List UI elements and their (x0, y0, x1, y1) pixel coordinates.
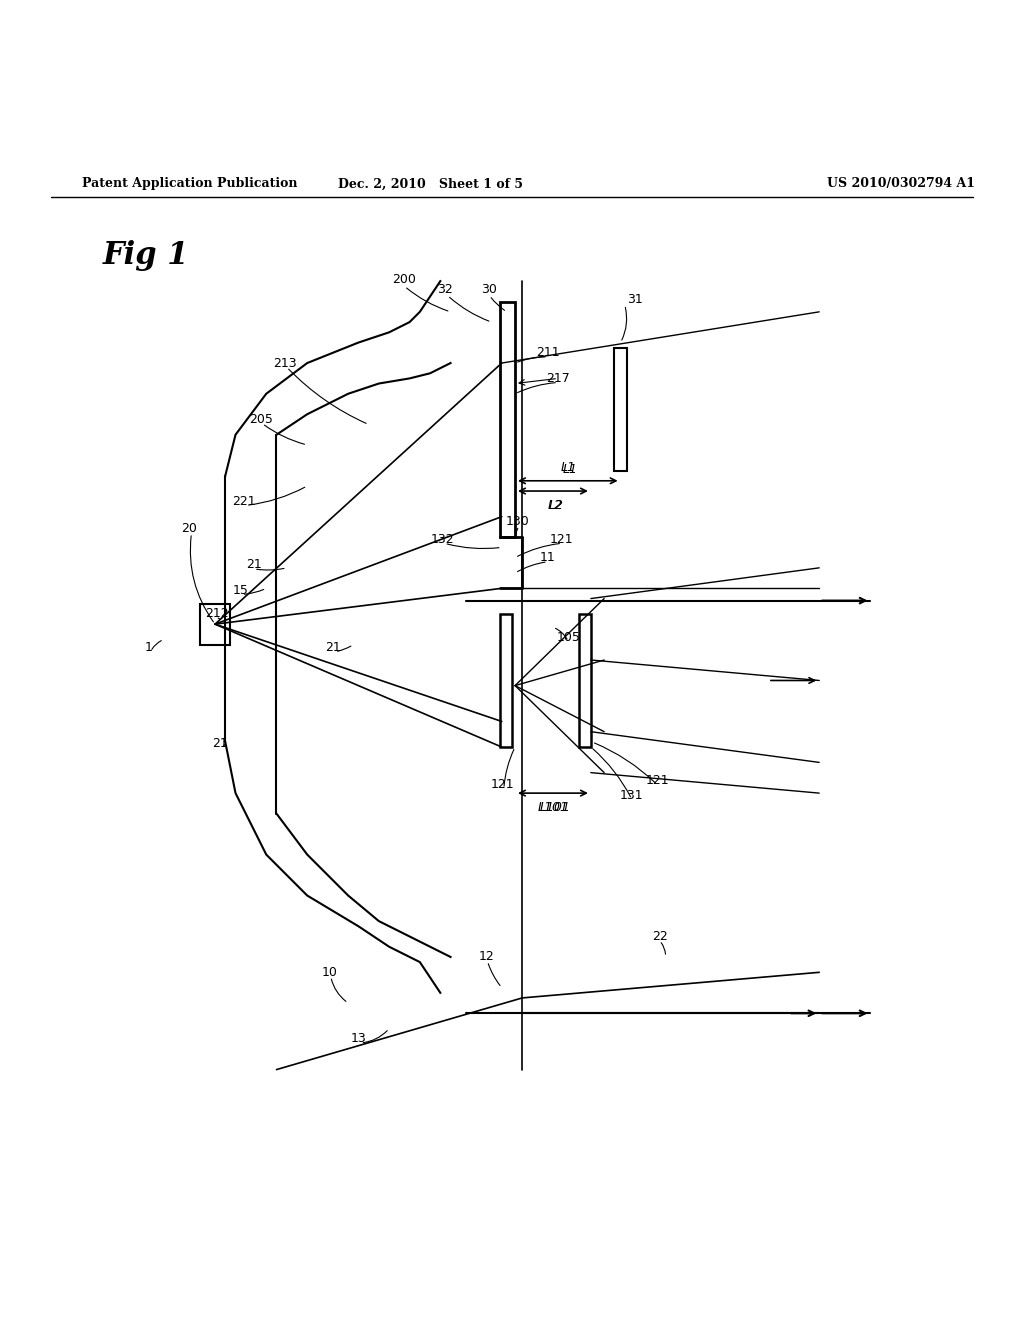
Text: 12: 12 (478, 950, 495, 964)
Text: 130: 130 (505, 515, 529, 528)
Text: 200: 200 (392, 272, 417, 285)
Text: Patent Application Publication: Patent Application Publication (82, 177, 297, 190)
Text: 132: 132 (430, 533, 455, 545)
Text: 10: 10 (322, 966, 338, 979)
Text: 13: 13 (350, 1032, 367, 1045)
Text: L101: L101 (540, 801, 570, 814)
Text: 20: 20 (181, 523, 198, 536)
Text: 32: 32 (437, 282, 454, 296)
Text: 121: 121 (490, 779, 515, 792)
Text: 213: 213 (272, 356, 297, 370)
Text: 211: 211 (536, 346, 560, 359)
Text: 1: 1 (144, 642, 153, 655)
Text: 15: 15 (232, 583, 249, 597)
Text: 31: 31 (627, 293, 643, 306)
Text: 121: 121 (645, 775, 670, 787)
Bar (614, 347, 627, 470)
Bar (200, 603, 230, 644)
Text: 21: 21 (212, 738, 228, 751)
Text: L2: L2 (548, 499, 562, 512)
Text: L2: L2 (549, 499, 563, 512)
Text: 221: 221 (231, 495, 256, 508)
Text: Fig 1: Fig 1 (102, 240, 188, 271)
Text: Dec. 2, 2010   Sheet 1 of 5: Dec. 2, 2010 Sheet 1 of 5 (338, 177, 522, 190)
Text: 22: 22 (652, 931, 669, 942)
Text: 11: 11 (540, 552, 556, 564)
Text: 21: 21 (246, 558, 262, 572)
Text: 212: 212 (205, 607, 229, 620)
Text: 217: 217 (546, 372, 570, 385)
Text: 205: 205 (249, 413, 273, 426)
Text: L101: L101 (538, 801, 568, 814)
Text: 131: 131 (620, 788, 644, 801)
Bar (579, 614, 591, 747)
Bar (500, 301, 515, 537)
Text: US 2010/0302794 A1: US 2010/0302794 A1 (827, 177, 975, 190)
Bar (500, 614, 512, 747)
Text: L1: L1 (561, 461, 575, 474)
Text: 21: 21 (325, 642, 341, 655)
Text: 105: 105 (556, 631, 581, 644)
Text: L1: L1 (563, 463, 578, 475)
Text: 30: 30 (481, 282, 498, 296)
Text: 121: 121 (549, 533, 573, 545)
